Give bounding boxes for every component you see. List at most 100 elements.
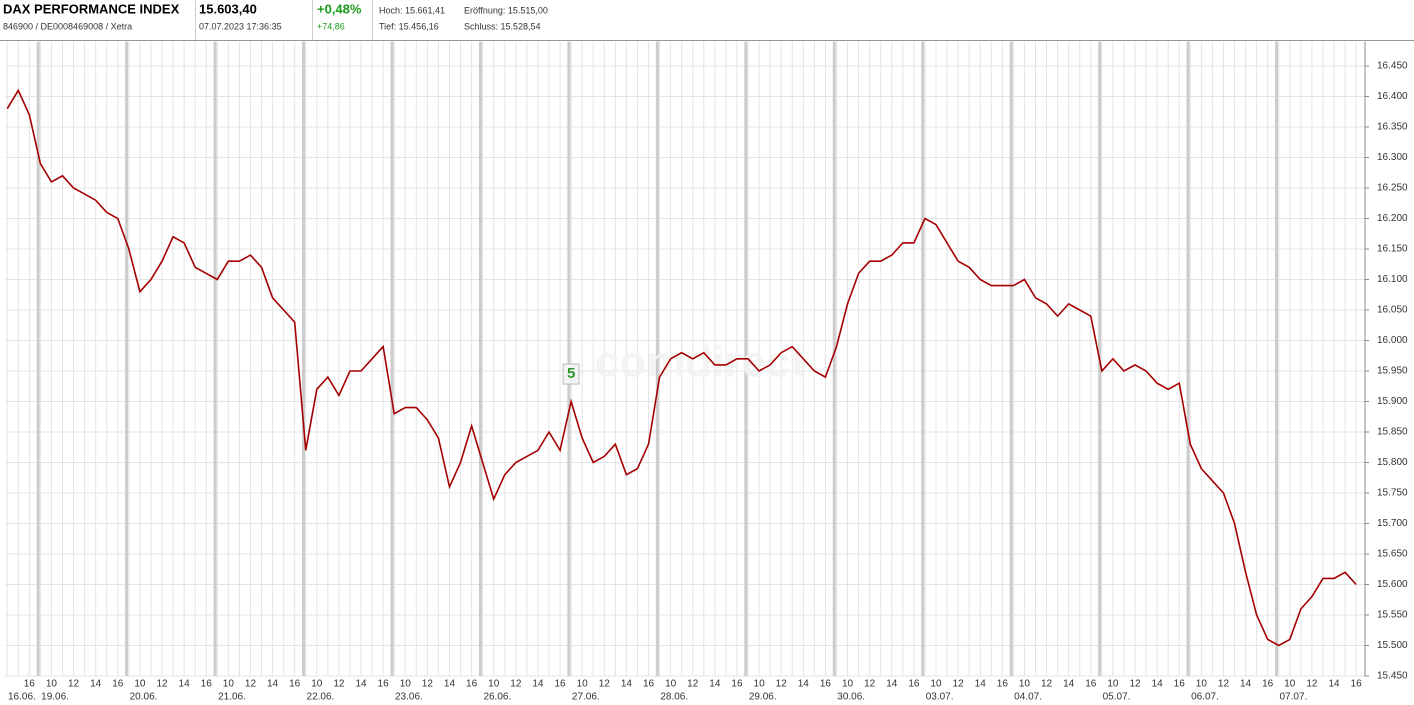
- x-tick-label: 10: [1284, 679, 1296, 690]
- x-tick-label: 10: [665, 679, 677, 690]
- x-tick-label: 14: [179, 679, 191, 690]
- x-tick-label: 16: [112, 679, 124, 690]
- watermark: comdirect: [595, 338, 806, 387]
- x-tick-label: 16: [466, 679, 478, 690]
- y-tick-label: 15.700: [1377, 518, 1408, 529]
- price-line: [6, 88, 1357, 647]
- y-tick-label: 16.200: [1377, 213, 1408, 224]
- x-tick-label: 10: [488, 679, 500, 690]
- x-tick-label: 16: [554, 679, 566, 690]
- y-tick-label: 15.650: [1377, 549, 1408, 560]
- x-tick-label: 16: [378, 679, 390, 690]
- x-tick-label: 10: [1107, 679, 1119, 690]
- y-tick-label: 15.450: [1377, 671, 1408, 682]
- x-tick-label: 10: [1019, 679, 1031, 690]
- close: Schluss: 15.528,54: [464, 21, 541, 31]
- high: Hoch: 15.661,41: [379, 5, 445, 15]
- y-tick-label: 15.750: [1377, 488, 1408, 499]
- day-label: 20.06.: [130, 692, 158, 703]
- x-tick-label: 12: [776, 679, 788, 690]
- x-tick-label: 12: [953, 679, 965, 690]
- y-tick-label: 16.150: [1377, 244, 1408, 255]
- day-label: 23.06.: [395, 692, 423, 703]
- y-tick-label: 15.900: [1377, 396, 1408, 407]
- x-tick-label: 12: [422, 679, 434, 690]
- x-tick-label: 16: [997, 679, 1009, 690]
- y-tick-label: 15.600: [1377, 579, 1408, 590]
- annotation: 5: [567, 365, 575, 382]
- x-tick-label: 14: [1063, 679, 1075, 690]
- low: Tief: 15.456,16: [379, 21, 439, 31]
- x-tick-label: 14: [90, 679, 102, 690]
- x-tick-label: 16: [820, 679, 832, 690]
- day-label: 05.07.: [1103, 692, 1131, 703]
- y-tick-label: 15.950: [1377, 366, 1408, 377]
- x-tick-label: 10: [577, 679, 589, 690]
- y-tick-label: 16.250: [1377, 183, 1408, 194]
- price: 15.603,40: [199, 1, 257, 16]
- x-tick-label: 10: [754, 679, 766, 690]
- day-label: 27.06.: [572, 692, 600, 703]
- x-tick-label: 14: [444, 679, 456, 690]
- y-tick-label: 16.300: [1377, 152, 1408, 163]
- x-tick-label: 14: [975, 679, 987, 690]
- y-tick-label: 16.450: [1377, 61, 1408, 72]
- x-tick-label: 14: [1240, 679, 1252, 690]
- ids: 846900 / DE0008469008 / Xetra: [3, 21, 132, 31]
- y-tick-label: 16.400: [1377, 91, 1408, 102]
- day-label: 21.06.: [218, 692, 246, 703]
- y-tick-label: 15.800: [1377, 457, 1408, 468]
- day-label: 07.07.: [1280, 692, 1308, 703]
- x-tick-label: 16: [1174, 679, 1186, 690]
- change-abs: +74,86: [317, 21, 345, 31]
- x-tick-label: 12: [1041, 679, 1053, 690]
- x-tick-label: 14: [532, 679, 544, 690]
- day-label: 26.06.: [483, 692, 511, 703]
- x-tick-label: 14: [621, 679, 633, 690]
- y-tick-label: 15.850: [1377, 427, 1408, 438]
- timestamp: 07.07.2023 17:36:35: [199, 21, 282, 31]
- x-tick-label: 12: [1306, 679, 1318, 690]
- x-tick-label: 16: [643, 679, 655, 690]
- x-tick-label: 12: [510, 679, 522, 690]
- day-label: 04.07.: [1014, 692, 1042, 703]
- x-tick-label: 12: [864, 679, 876, 690]
- x-tick-label: 12: [687, 679, 699, 690]
- y-tick-label: 16.000: [1377, 335, 1408, 346]
- x-tick-label: 10: [930, 679, 942, 690]
- day-label: 19.06.: [41, 692, 69, 703]
- x-tick-label: 10: [134, 679, 146, 690]
- x-tick-label: 16: [289, 679, 301, 690]
- x-tick-label: 12: [1129, 679, 1141, 690]
- x-tick-label: 10: [842, 679, 854, 690]
- title: DAX PERFORMANCE INDEX: [3, 1, 180, 16]
- x-tick-label: 14: [798, 679, 810, 690]
- x-tick-label: 10: [400, 679, 412, 690]
- x-tick-label: 14: [1328, 679, 1340, 690]
- x-tick-label: 14: [355, 679, 367, 690]
- change-pct: +0,48%: [317, 1, 362, 16]
- y-tick-label: 15.550: [1377, 610, 1408, 621]
- x-tick-label: 16: [1085, 679, 1097, 690]
- open: Eröffnung: 15.515,00: [464, 5, 548, 15]
- day-label: 06.07.: [1191, 692, 1219, 703]
- day-label: 16.06.: [8, 692, 36, 703]
- y-tick-label: 16.100: [1377, 274, 1408, 285]
- x-tick-label: 12: [333, 679, 345, 690]
- x-tick-label: 12: [245, 679, 257, 690]
- x-tick-label: 10: [223, 679, 235, 690]
- y-tick-label: 15.500: [1377, 640, 1408, 651]
- x-tick-label: 14: [1152, 679, 1164, 690]
- x-tick-label: 16: [1262, 679, 1274, 690]
- x-tick-label: 16: [731, 679, 743, 690]
- x-tick-label: 16: [201, 679, 213, 690]
- x-tick-label: 12: [599, 679, 611, 690]
- x-tick-label: 14: [709, 679, 721, 690]
- x-tick-label: 10: [46, 679, 58, 690]
- x-tick-label: 10: [1196, 679, 1208, 690]
- day-label: 29.06.: [749, 692, 777, 703]
- x-tick-label: 14: [267, 679, 279, 690]
- y-tick-label: 16.050: [1377, 305, 1408, 316]
